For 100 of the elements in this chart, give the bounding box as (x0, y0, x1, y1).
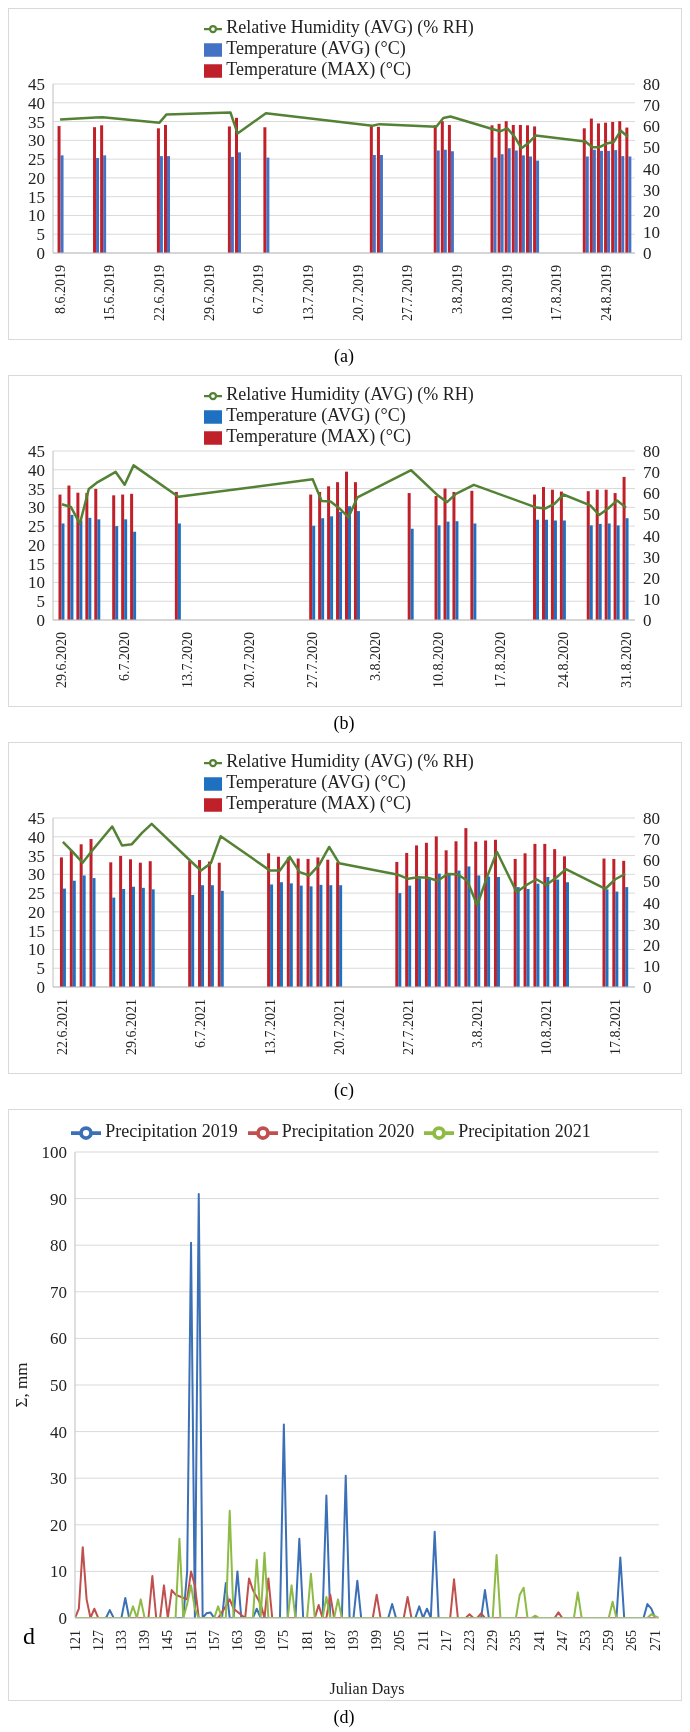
bar (122, 888, 126, 987)
bar (516, 887, 520, 987)
bar (237, 152, 241, 253)
bar (220, 890, 224, 987)
bar (625, 887, 629, 987)
bar (553, 849, 557, 987)
y2-tick-label: 10 (643, 222, 660, 242)
bar (607, 150, 611, 253)
x-tick-label: 223 (461, 1630, 477, 1651)
bar (339, 511, 343, 620)
y2-tick-label: 20 (643, 201, 660, 221)
bar (615, 891, 619, 987)
y2-tick-label: 40 (643, 893, 660, 913)
bar (59, 857, 63, 987)
y-tick-label: 35 (28, 112, 45, 132)
bar (613, 493, 617, 620)
y2-tick-label: 0 (643, 244, 652, 264)
bar (595, 489, 599, 620)
y2-tick-label: 30 (643, 180, 660, 200)
x-tick-label: 235 (508, 1630, 524, 1651)
bar (299, 885, 303, 987)
bar (490, 125, 494, 253)
x-tick-label: 13.7.2021 (262, 999, 278, 1055)
bar (507, 148, 511, 253)
x-tick-label: 10.8.2019 (499, 265, 515, 321)
bar (592, 149, 596, 253)
bar (518, 124, 522, 253)
y2-tick-label: 40 (643, 526, 660, 546)
x-tick-label: 139 (137, 1630, 153, 1651)
x-tick-label: 6.7.2020 (117, 632, 133, 681)
bar (188, 860, 192, 987)
legend-label: Temperature (MAX) (°C) (226, 426, 412, 446)
bar (434, 836, 438, 987)
y2-tick-label: 80 (643, 75, 660, 95)
bar (415, 845, 419, 987)
y-tick-label: 15 (28, 554, 45, 574)
bar (454, 841, 458, 987)
y2-tick-label: 0 (643, 611, 652, 631)
bar (622, 860, 626, 987)
bar (321, 518, 325, 620)
legend-label: Precipitation 2021 (458, 1121, 591, 1142)
x-tick-label: 17.8.2021 (607, 999, 623, 1055)
bar (76, 492, 80, 620)
bar (356, 511, 360, 620)
bar (316, 857, 320, 987)
y2-tick-label: 30 (643, 547, 660, 567)
legend-label: Relative Humidity (AVG) (% RH) (226, 384, 474, 404)
y2-tick-label: 70 (643, 96, 660, 116)
bar (424, 842, 428, 987)
legend-label: Precipitation 2020 (281, 1121, 415, 1142)
line-series (60, 464, 628, 525)
bar (607, 523, 611, 620)
bar (477, 875, 481, 987)
bar (598, 523, 602, 620)
bar (330, 516, 334, 620)
y-tick-label: 25 (28, 150, 45, 170)
bar (563, 856, 567, 987)
legend-label: Relative Humidity (AVG) (% RH) (226, 751, 474, 771)
x-tick-label: 175 (276, 1630, 292, 1651)
y2-tick-label: 60 (643, 484, 660, 504)
bar (70, 514, 74, 620)
y-tick-label: 30 (28, 865, 45, 885)
y2-tick-label: 50 (643, 138, 660, 158)
bar (167, 156, 171, 253)
bar (546, 876, 550, 987)
bar (96, 157, 100, 253)
y-tick-label: 80 (50, 1236, 67, 1256)
bar (599, 150, 603, 253)
bar (348, 506, 351, 620)
x-tick-label: 211 (415, 1630, 431, 1651)
bar (452, 491, 456, 620)
y-tick-label: 10 (50, 1562, 67, 1582)
bar (541, 487, 545, 620)
y2-tick-label: 80 (643, 809, 660, 829)
bar (62, 888, 66, 987)
y-tick-label: 25 (28, 884, 45, 904)
bar (156, 128, 160, 253)
x-tick-label: 3.8.2019 (450, 265, 466, 314)
bar (92, 878, 96, 987)
legend-label: Relative Humidity (AVG) (% RH) (226, 17, 474, 37)
y-tick-label: 40 (28, 460, 45, 480)
bar (97, 519, 101, 620)
bar (585, 156, 589, 253)
bar (119, 855, 123, 987)
y-tick-label: 0 (36, 978, 45, 998)
x-tick-label: 199 (369, 1630, 385, 1651)
y-tick-label: 20 (28, 168, 45, 188)
y-tick-label: 10 (28, 206, 45, 226)
bar (407, 493, 411, 620)
bar (474, 841, 478, 987)
x-tick-label: 10.8.2021 (538, 999, 554, 1055)
y-tick-label: 25 (28, 517, 45, 537)
bar (566, 882, 570, 987)
bar (605, 889, 609, 987)
bar (112, 897, 116, 987)
bar (58, 494, 62, 620)
bar (164, 124, 168, 253)
bar (372, 154, 376, 253)
bar (369, 126, 373, 253)
x-tick-label: 20.7.2019 (350, 265, 366, 321)
